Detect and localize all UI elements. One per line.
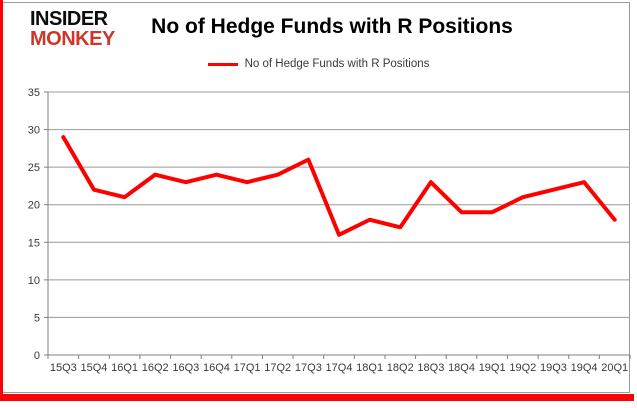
x-axis-label: 20Q1 (601, 362, 628, 374)
y-axis-tick-label: 35 (28, 87, 40, 99)
x-axis-label: 16Q1 (111, 362, 138, 374)
x-axis-label: 15Q4 (80, 362, 107, 374)
x-axis-label: 16Q2 (142, 362, 169, 374)
y-axis-tick-label: 25 (28, 162, 40, 174)
x-axis-label: 18Q3 (417, 362, 444, 374)
frame-left-accent (0, 0, 3, 401)
series-line (61, 135, 617, 237)
y-axis-tick-label: 10 (28, 275, 40, 287)
x-axis-label: 19Q2 (509, 362, 536, 374)
legend-line-swatch (207, 62, 238, 66)
y-axis-tick-label: 0 (34, 350, 40, 362)
logo-text-insider: INSIDER (30, 8, 108, 30)
y-axis-tick-label: 20 (28, 200, 40, 212)
logo-text-monkey: MONKEY (30, 28, 115, 50)
x-axis-label: 15Q3 (50, 362, 77, 374)
x-axis-label: 17Q3 (295, 362, 322, 374)
y-axis-tick-label: 30 (28, 125, 40, 137)
insider-monkey-logo: INSIDER MONKEY (30, 9, 115, 49)
x-axis-label: 19Q3 (540, 362, 567, 374)
legend: No of Hedge Funds with R Positions (0, 57, 637, 71)
frame-bottom-accent (0, 394, 634, 401)
legend-label: No of Hedge Funds with R Positions (244, 58, 430, 70)
x-axis-label: 17Q1 (234, 362, 261, 374)
x-axis-label: 19Q1 (479, 362, 506, 374)
x-axis-label: 16Q3 (172, 362, 199, 374)
x-axis-label: 16Q4 (203, 362, 230, 374)
x-axis-label: 18Q2 (387, 362, 414, 374)
x-axis-label: 17Q2 (264, 362, 291, 374)
x-axis-label: 18Q4 (448, 362, 475, 374)
y-axis-tick-label: 5 (34, 312, 40, 324)
x-axis-label: 19Q4 (571, 362, 598, 374)
y-axis-tick-label: 15 (28, 237, 40, 249)
chart-title: No of Hedge Funds with R Positions (151, 15, 513, 38)
x-axis-label: 18Q1 (356, 362, 383, 374)
x-axis-label: 17Q4 (326, 362, 353, 374)
